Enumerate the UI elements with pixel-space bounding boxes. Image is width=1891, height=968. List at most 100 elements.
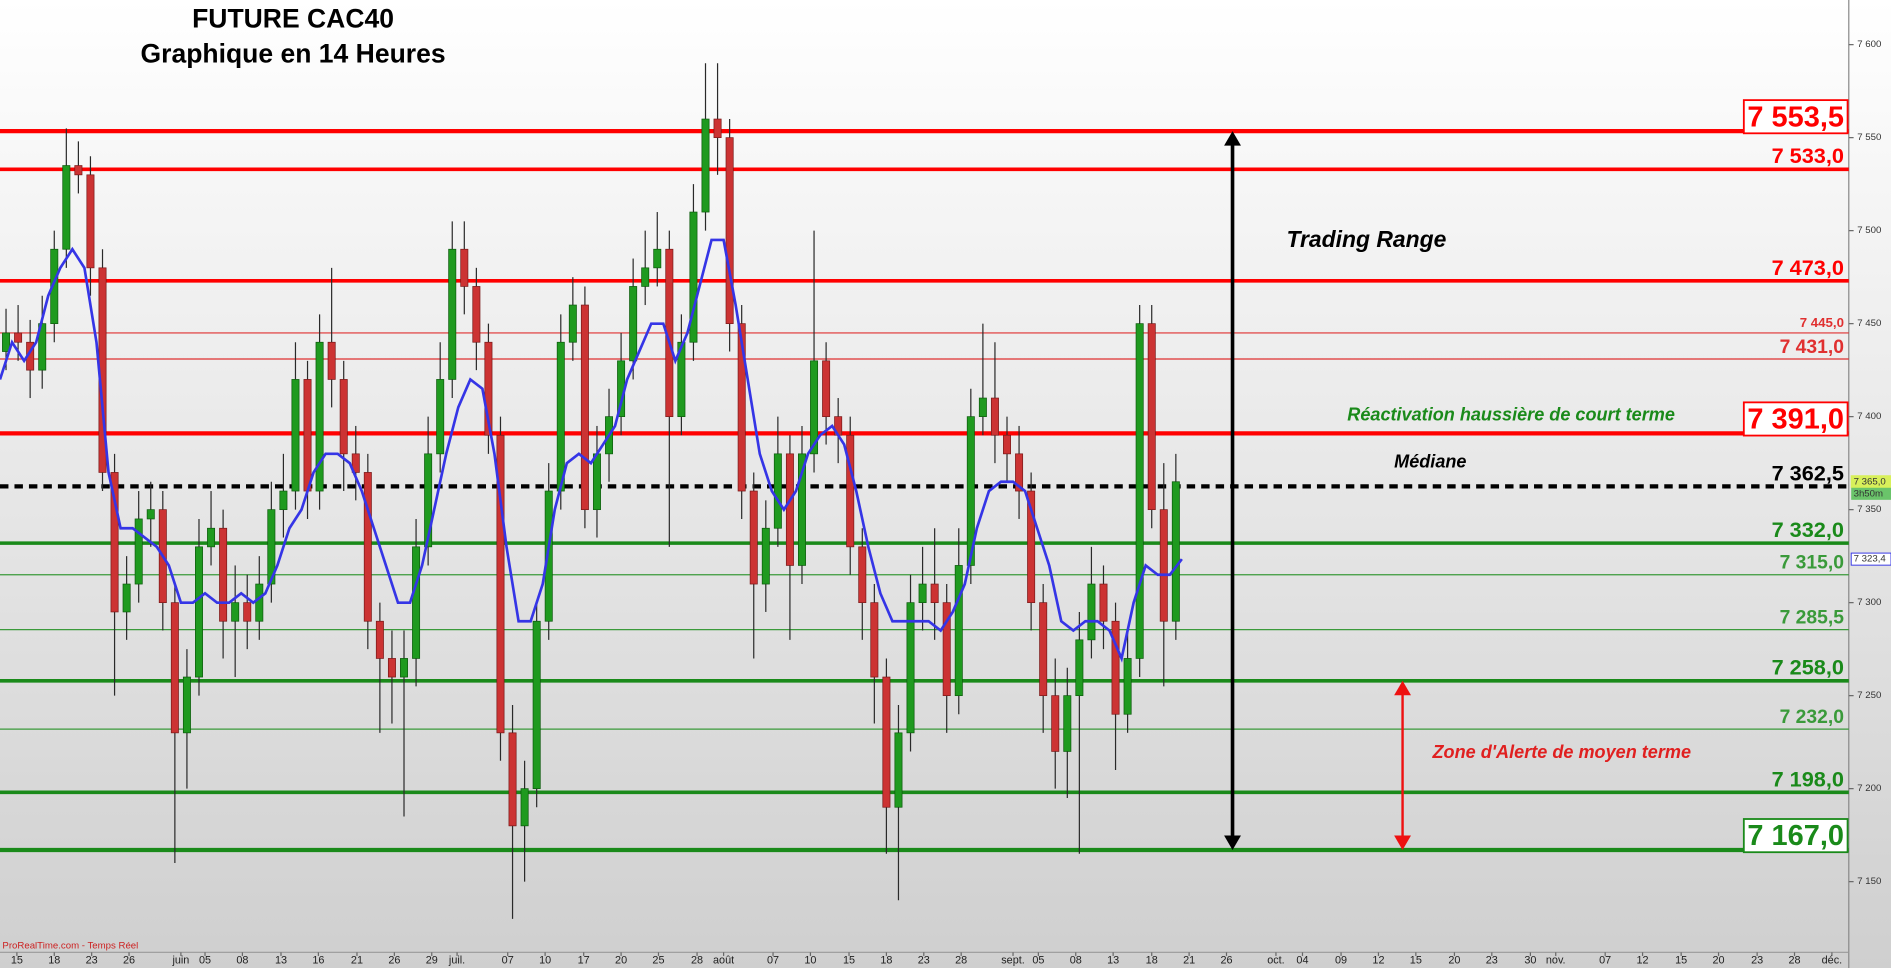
level-label: 7 445,0	[1800, 315, 1844, 330]
candle-body	[930, 583, 939, 604]
x-tick-label: 15	[1410, 955, 1422, 967]
candle-body	[1003, 434, 1011, 455]
candle-body	[1135, 323, 1144, 659]
candle-body	[424, 453, 433, 548]
candle-body	[725, 137, 734, 325]
x-tick-label: 28	[955, 955, 967, 967]
candle-body	[1039, 602, 1048, 697]
candle-body	[641, 267, 650, 287]
level-label-box	[1742, 99, 1849, 135]
level-label: 7 533,0	[1772, 143, 1844, 168]
candle-body	[773, 453, 782, 529]
x-tick-label: 20	[615, 955, 627, 967]
x-tick-label: oct.	[1267, 955, 1284, 967]
countdown: 3h50m	[1854, 488, 1883, 499]
candle-body	[737, 323, 746, 492]
candle-body	[870, 602, 879, 678]
chart-title: FUTURE CAC40	[192, 4, 394, 34]
candle-body	[291, 379, 300, 492]
chart-subtitle: Graphique en 14 Heures	[141, 39, 446, 69]
x-tick-label: 28	[1788, 955, 1800, 967]
candle-body	[400, 658, 408, 678]
level-label: 7 332,0	[1772, 517, 1844, 542]
candle-body	[1087, 583, 1096, 641]
level-label-box	[1742, 401, 1849, 437]
candle-body	[556, 341, 565, 492]
x-tick-label: 30	[1524, 955, 1536, 967]
candle-body	[387, 658, 396, 678]
candle-body	[1099, 583, 1108, 622]
candle-body	[315, 341, 324, 492]
x-tick-label: 12	[1372, 955, 1384, 967]
x-tick-label: 28	[691, 955, 703, 967]
candle-body	[50, 248, 59, 325]
candle-body	[918, 583, 927, 604]
candle-body	[363, 472, 372, 622]
x-tick-label: 21	[1183, 955, 1195, 967]
candle-body	[122, 583, 131, 613]
level-label: 7 167,0	[1747, 820, 1844, 852]
overlays: 7 150 7 200 7 250 7 300 7 350 7 400 7 450 7 500…	[11, 39, 1891, 967]
y-tick-label: 7 400	[1857, 411, 1881, 422]
x-tick-label: 18	[880, 955, 892, 967]
candle-body	[448, 248, 457, 380]
marks	[0, 63, 1183, 919]
x-tick-label: août	[713, 955, 734, 967]
y-tick-label: 7 150	[1857, 876, 1881, 887]
candle-body	[532, 620, 541, 790]
x-tick-label: 09	[1335, 955, 1347, 967]
candle-body	[508, 732, 517, 827]
x-tick-label: 20	[1713, 955, 1725, 967]
annotation: Réactivation haussière de court terme	[1347, 405, 1675, 425]
candle-body	[110, 472, 119, 613]
x-tick-label: 20	[1448, 955, 1460, 967]
candle-body	[653, 248, 662, 269]
x-tick-label: 17	[578, 955, 590, 967]
level-label: 7 431,0	[1780, 337, 1844, 358]
x-tick-label: 23	[1751, 955, 1763, 967]
x-tick-label: 13	[1107, 955, 1119, 967]
annotation: Zone d'Alerte de moyen terme	[1432, 742, 1692, 762]
candle-body	[2, 332, 11, 352]
level-label: 7 285,5	[1780, 608, 1845, 629]
candle-body	[629, 286, 638, 362]
x-tick-label: 23	[918, 955, 930, 967]
candle-body	[749, 490, 758, 585]
x-tick-label: 10	[539, 955, 551, 967]
candle-body	[1051, 695, 1060, 752]
x-tick-label: 18	[48, 955, 60, 967]
candle-body	[436, 379, 445, 455]
x-tick-label: 26	[388, 955, 400, 967]
y-tick-label: 7 550	[1857, 132, 1881, 143]
candle-body	[195, 546, 203, 678]
candle-body	[858, 546, 867, 604]
price-tag-label: 7 365,0	[1854, 476, 1886, 487]
y-tick-label: 7 200	[1857, 783, 1881, 794]
candle-body	[255, 583, 264, 622]
level-label: 7 553,5	[1747, 101, 1844, 133]
candle-body	[798, 453, 806, 566]
x-tick-label: 18	[1146, 955, 1158, 967]
x-tick-label: sept.	[1001, 955, 1025, 967]
level-label: 7 362,5	[1772, 460, 1844, 485]
candle-body	[339, 379, 348, 455]
candle-body	[677, 341, 686, 418]
source: ProRealTime.com - Temps Réel	[2, 941, 138, 952]
x-tick-label: 15	[11, 955, 23, 967]
candle-body	[14, 332, 23, 343]
x-tick-label: 07	[502, 955, 514, 967]
candle-body	[810, 360, 819, 455]
x-tick-label: juil.	[448, 955, 465, 967]
candle-body	[544, 490, 553, 622]
x-tick-label: juin	[171, 955, 189, 967]
candle-body	[1111, 620, 1120, 715]
candle-body	[520, 788, 529, 827]
x-tick-label: 25	[652, 955, 664, 967]
candle-body	[243, 602, 252, 622]
level-label: 7 391,0	[1747, 404, 1844, 436]
candle-body	[146, 509, 155, 520]
candle-body	[219, 527, 228, 622]
candle-body	[942, 602, 951, 697]
